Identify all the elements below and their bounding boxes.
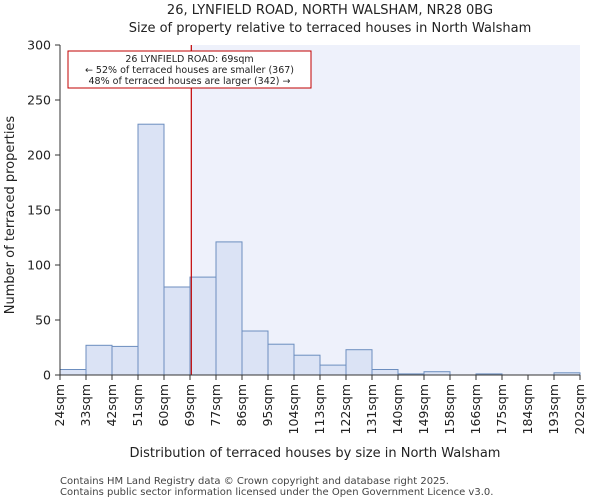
x-tick-label: 95sqm bbox=[260, 384, 275, 427]
x-tick-label: 184sqm bbox=[520, 384, 535, 434]
x-tick-label: 51sqm bbox=[130, 384, 145, 427]
x-tick-label: 77sqm bbox=[208, 384, 223, 427]
histogram-bar bbox=[215, 241, 243, 376]
y-tick-label: 100 bbox=[27, 258, 51, 273]
chart-subtitle: Size of property relative to terraced ho… bbox=[129, 21, 532, 36]
x-tick-label: 122sqm bbox=[338, 384, 353, 434]
annotation-line-3: 48% of terraced houses are larger (342) … bbox=[89, 76, 291, 87]
x-tick-label: 140sqm bbox=[390, 384, 405, 434]
x-tick-label: 175sqm bbox=[494, 384, 509, 434]
histogram-bar bbox=[267, 343, 295, 376]
y-axis-label: Number of terraced properties bbox=[3, 116, 18, 315]
histogram-bar bbox=[319, 364, 347, 376]
x-tick-label: 166sqm bbox=[468, 384, 483, 434]
histogram-bar bbox=[59, 369, 87, 376]
y-tick-label: 250 bbox=[27, 93, 51, 108]
larger-properties-region bbox=[191, 45, 581, 375]
chart-title: 26, LYNFIELD ROAD, NORTH WALSHAM, NR28 0… bbox=[167, 3, 493, 18]
histogram-bar bbox=[241, 330, 269, 376]
histogram-bar bbox=[163, 286, 191, 376]
annotation-line-1: 26 LYNFIELD ROAD: 69sqm bbox=[125, 54, 253, 65]
y-tick-label: 200 bbox=[27, 148, 51, 163]
histogram-bar bbox=[345, 349, 373, 376]
x-axis-label: Distribution of terraced houses by size … bbox=[130, 446, 501, 461]
y-tick-label: 0 bbox=[43, 368, 51, 383]
x-tick-label: 149sqm bbox=[416, 384, 431, 434]
histogram-bar bbox=[189, 276, 217, 376]
x-tick-label: 131sqm bbox=[364, 384, 379, 434]
x-tick-label: 158sqm bbox=[442, 384, 457, 434]
annotation-line-2: ← 52% of terraced houses are smaller (36… bbox=[85, 65, 294, 76]
x-tick-label: 69sqm bbox=[182, 384, 197, 427]
histogram-bar bbox=[293, 354, 321, 376]
histogram-bar bbox=[111, 345, 139, 376]
y-tick-label: 300 bbox=[27, 38, 51, 53]
footer-line-1: Contains HM Land Registry data © Crown c… bbox=[60, 476, 449, 487]
x-tick-label: 202sqm bbox=[572, 384, 587, 434]
histogram-bar bbox=[137, 123, 165, 376]
x-tick-label: 33sqm bbox=[78, 384, 93, 427]
histogram-bar bbox=[85, 344, 113, 376]
x-tick-label: 24sqm bbox=[52, 384, 67, 427]
x-tick-label: 113sqm bbox=[312, 384, 327, 434]
footer-line-2: Contains public sector information licen… bbox=[60, 487, 493, 498]
annotation-box bbox=[67, 50, 312, 89]
x-tick-label: 193sqm bbox=[546, 384, 561, 434]
x-tick-label: 42sqm bbox=[104, 384, 119, 427]
x-tick-label: 104sqm bbox=[286, 384, 301, 434]
x-tick-label: 86sqm bbox=[234, 384, 249, 427]
y-tick-label: 50 bbox=[35, 313, 51, 328]
y-tick-label: 150 bbox=[27, 203, 51, 218]
histogram-bar bbox=[371, 369, 399, 376]
x-tick-label: 60sqm bbox=[156, 384, 171, 427]
